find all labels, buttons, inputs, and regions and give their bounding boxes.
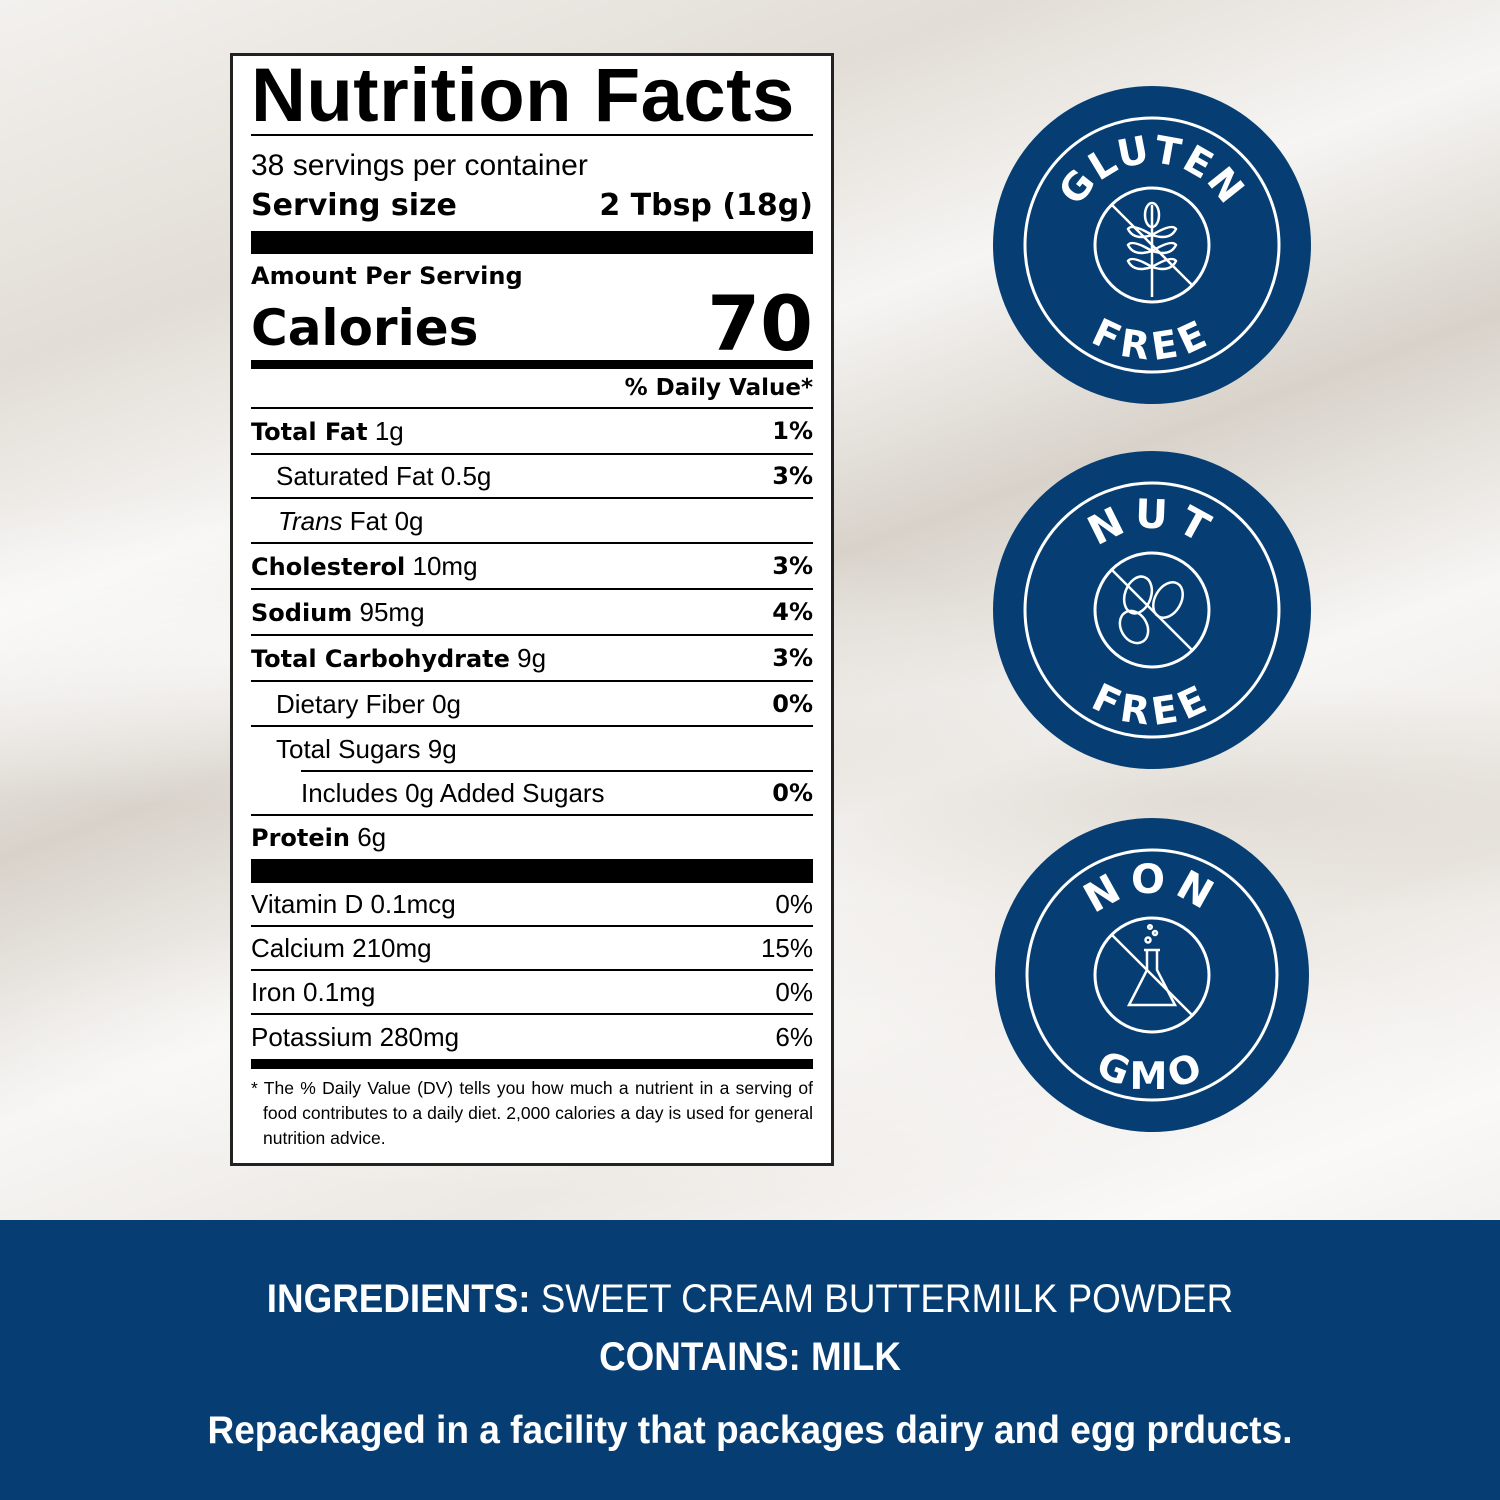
nutrient-name: Sodium [251, 598, 353, 627]
ingredients-line: INGREDIENTS: SWEET CREAM BUTTERMILK POWD… [60, 1276, 1440, 1322]
ingredients-label: INGREDIENTS: [266, 1277, 531, 1321]
vitamin-name: Iron 0.1mg [251, 977, 376, 1007]
nutrient-dv: 4% [772, 598, 813, 626]
vitamin-name: Vitamin D 0.1mcg [251, 889, 456, 919]
nutrient-amount: 0g [394, 505, 424, 536]
calories-value: 70 [707, 279, 813, 368]
medium-divider [251, 360, 813, 369]
wheat-crossed-icon [1111, 201, 1193, 297]
thick-divider [251, 231, 813, 254]
nutrient-row: Includes 0g Added Sugars 0% [251, 772, 813, 816]
nutrient-name: Protein [251, 824, 350, 852]
divider [301, 770, 813, 772]
nutrient-amount: 9g [427, 733, 457, 764]
gluten-free-badge: GLUTEN FREE [993, 86, 1311, 404]
thick-divider [251, 859, 813, 883]
vitamin-name: Potassium 280mg [251, 1022, 460, 1052]
nutrient-row: Total Fat 1g 1% [251, 409, 813, 455]
nutrient-amount: 9g [517, 642, 547, 673]
nutrient-name: Fat [349, 505, 388, 536]
ingredients-band: INGREDIENTS: SWEET CREAM BUTTERMILK POWD… [0, 1220, 1500, 1500]
nutrient-dv: 0% [772, 689, 813, 718]
nutrient-dv: 3% [772, 462, 813, 490]
nutrition-facts-label: Nutrition Facts 38 servings per containe… [230, 53, 834, 1166]
nut-free-badge: NUT FREE [993, 451, 1311, 769]
vitamin-dv: 0% [775, 889, 813, 919]
non-gmo-badge: NON GMO [995, 818, 1309, 1132]
ingredients-value: SWEET CREAM BUTTERMILK POWDER [530, 1277, 1234, 1321]
contains-line: CONTAINS: MILK [60, 1334, 1440, 1380]
nutrient-dv: 3% [772, 552, 813, 580]
nutrient-amount: 6g [357, 822, 387, 852]
nutrient-name: Includes 0g Added Sugars [301, 778, 605, 808]
medium-divider [251, 1059, 813, 1069]
vitamin-dv: 6% [775, 1022, 813, 1052]
nutrient-name: Total Fat [251, 417, 368, 446]
vitamin-row: Calcium 210mg 15% [251, 927, 813, 971]
contains-value: MILK [800, 1335, 901, 1379]
nutrient-amount: 10mg [412, 550, 478, 581]
flask-crossed-icon [1111, 923, 1193, 1016]
nutrient-name: Cholesterol [251, 552, 406, 581]
nutrient-row: Cholesterol 10mg 3% [251, 544, 813, 590]
facility-note: Repackaged in a facility that packages d… [207, 1409, 1293, 1452]
nutrient-row: Sodium 95mg 4% [251, 590, 813, 636]
divider [251, 134, 813, 136]
nutrient-dv: 3% [772, 644, 813, 672]
nutrient-dv: 1% [772, 417, 813, 445]
vitamin-name: Calcium 210mg [251, 933, 432, 963]
nutrient-amount: 1g [374, 415, 404, 446]
nutrient-name: Saturated Fat [276, 461, 434, 491]
nutrient-amount: 0.5g [440, 461, 492, 491]
calories-row: Calories 70 [251, 279, 813, 368]
divider [251, 407, 813, 409]
vitamin-dv: 15% [760, 933, 813, 963]
nutrient-amount: 95mg [359, 596, 425, 627]
nutrient-amount: 0g [432, 688, 461, 719]
nutrient-name: Dietary Fiber [276, 688, 425, 719]
daily-value-header: % Daily Value* [624, 375, 813, 401]
nutrient-row: Dietary Fiber 0g 0% [251, 682, 813, 727]
nutrient-row: Total Sugars 9g [251, 727, 813, 770]
servings-per-container: 38 servings per container [251, 149, 588, 182]
amount-per-serving: Amount Per Serving [251, 262, 523, 290]
nutrient-row: Trans Fat 0g [251, 499, 813, 544]
nutrient-row: Total Carbohydrate 9g 3% [251, 636, 813, 682]
nutrient-row: Protein 6g [251, 816, 813, 859]
serving-size-label: Serving size [251, 188, 457, 223]
vitamin-dv: 0% [775, 977, 813, 1007]
nutrient-dv: 0% [772, 779, 813, 807]
serving-size-value: 2 Tbsp (18g) [599, 188, 813, 223]
nutrient-name: Total Sugars [276, 733, 421, 764]
contains-label: CONTAINS: [599, 1335, 801, 1379]
peanut-crossed-icon [1111, 569, 1193, 651]
vitamin-row: Iron 0.1mg 0% [251, 971, 813, 1015]
nutrient-row: Saturated Fat 0.5g 3% [251, 455, 813, 499]
label-title: Nutrition Facts [251, 53, 795, 138]
footnote: * The % Daily Value (DV) tells you how m… [251, 1078, 813, 1148]
vitamin-row: Vitamin D 0.1mcg 0% [251, 883, 813, 927]
calories-label: Calories [251, 299, 479, 357]
vitamin-row: Potassium 280mg 6% [251, 1015, 813, 1059]
serving-size: Serving size 2 Tbsp (18g) [251, 189, 813, 223]
nutrient-name-italic: Trans [278, 505, 343, 536]
nutrient-name: Total Carbohydrate [251, 644, 510, 673]
